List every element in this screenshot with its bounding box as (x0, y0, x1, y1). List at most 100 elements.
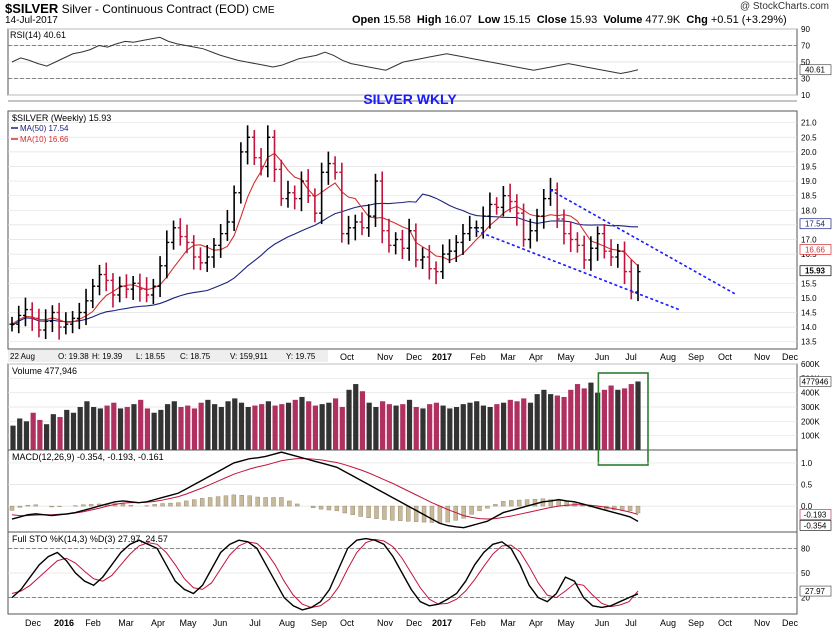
volume-bar (17, 418, 23, 450)
macd-histogram-bar (17, 505, 23, 508)
price-tick-label: 17.0 (801, 235, 817, 244)
volume-bar (635, 381, 641, 450)
price-tick-label: 14.0 (801, 323, 817, 332)
macd-histogram-bar (168, 502, 173, 507)
volume-bar (380, 401, 386, 450)
price-x-label: 2017 (432, 352, 452, 362)
volume-bar (285, 402, 292, 450)
volume-bar (480, 405, 487, 450)
macd-histogram-bar (493, 504, 498, 507)
high-value: 16.07 (444, 14, 472, 26)
price-bar (211, 238, 217, 268)
macd-histogram-bar (350, 505, 355, 515)
volume-bar (628, 384, 634, 450)
macd-histogram-bar (310, 505, 316, 509)
hover-readout-item: 22 Aug (10, 352, 35, 361)
sto-last-box (799, 585, 832, 597)
price-bar (467, 215, 473, 241)
price-bar (325, 151, 331, 185)
volume-bar (97, 408, 103, 450)
volume-bar (312, 405, 319, 450)
volume-bar (259, 404, 265, 450)
volume-bar (447, 408, 453, 450)
volume-bar (10, 425, 16, 450)
volume-bar (238, 402, 245, 450)
volume-bar (117, 408, 124, 450)
price-bar (393, 232, 399, 255)
price-bar (278, 159, 284, 206)
price-bar (379, 171, 385, 244)
rsi-tick-label: 70 (801, 42, 810, 51)
volume-bar (581, 388, 587, 450)
price-bar (359, 212, 365, 236)
price-bar (43, 309, 49, 340)
price-bar (588, 236, 594, 271)
volume-bar (84, 401, 90, 450)
bottom-x-label: Oct (718, 618, 733, 628)
price-bar (238, 142, 244, 204)
price-tick-label: 18.5 (801, 192, 817, 201)
price-bar (164, 230, 170, 279)
price-bar (507, 183, 513, 213)
macd-histogram-bar (287, 500, 292, 507)
price-bar (527, 218, 533, 249)
volume-bar (487, 407, 493, 450)
vol-tick-label: 600K (801, 360, 820, 369)
price-bar (117, 276, 123, 303)
bottom-x-label: Apr (151, 618, 165, 628)
macd-legend: MACD(12,26,9) -0.354, -0.193, -0.161 (12, 452, 164, 462)
volume-bar (608, 385, 614, 450)
volume-bar (91, 407, 97, 450)
price-bar (63, 312, 69, 335)
price-bar (399, 229, 405, 260)
bottom-x-label: Feb (85, 618, 101, 628)
rsi-tick-label: 10 (801, 91, 810, 100)
price-bar (22, 297, 28, 327)
price-bar (218, 224, 224, 258)
macd-histogram-bar (176, 502, 181, 507)
volume-bar (420, 408, 426, 450)
price-tick-label: 20.0 (801, 148, 817, 157)
price-bar (460, 224, 466, 255)
macd-line (11, 451, 639, 529)
high-label: High (416, 14, 442, 26)
price-bar (521, 203, 527, 247)
macd-histogram-bar (263, 497, 268, 507)
volume-bar (198, 402, 204, 450)
close-last-label: 15.93 (805, 267, 826, 276)
price-bar (352, 214, 358, 241)
bottom-x-label: 2016 (54, 618, 74, 628)
bottom-x-label: Nov (754, 618, 771, 628)
bottom-x-label: Nov (377, 618, 394, 628)
volume-bar (601, 389, 607, 450)
price-bar (16, 305, 22, 334)
ma10-line (11, 152, 639, 325)
macd-histogram-bar (128, 505, 134, 507)
volume-bar (104, 405, 110, 450)
macd-histogram-bar (295, 503, 300, 507)
bottom-x-label: Jun (213, 618, 228, 628)
macd-histogram-bar (501, 501, 506, 507)
macd-histogram-bar (207, 497, 213, 507)
macd-histogram-bar (532, 499, 538, 507)
price-bar (339, 162, 345, 243)
bottom-x-label: Dec (25, 618, 42, 628)
price-bar (83, 288, 89, 326)
volume-bar (252, 405, 258, 450)
volume-bar (500, 402, 507, 450)
price-bar (453, 235, 459, 262)
macd-histogram-bar (374, 505, 379, 519)
volume-bar (474, 401, 480, 450)
price-bar (285, 180, 291, 208)
price-x-label: Aug (660, 352, 676, 362)
price-bar (204, 245, 210, 272)
instrument-name: Silver - Continuous Contract (EOD) (61, 2, 249, 16)
volume-bar (131, 404, 137, 450)
price-x-label: Oct (718, 352, 733, 362)
macd-signal-last-box (799, 509, 832, 520)
volume-bar (413, 407, 419, 450)
macd-histogram-bar (413, 505, 419, 522)
volume-bar (494, 404, 500, 450)
macd-histogram-bar (398, 505, 403, 521)
